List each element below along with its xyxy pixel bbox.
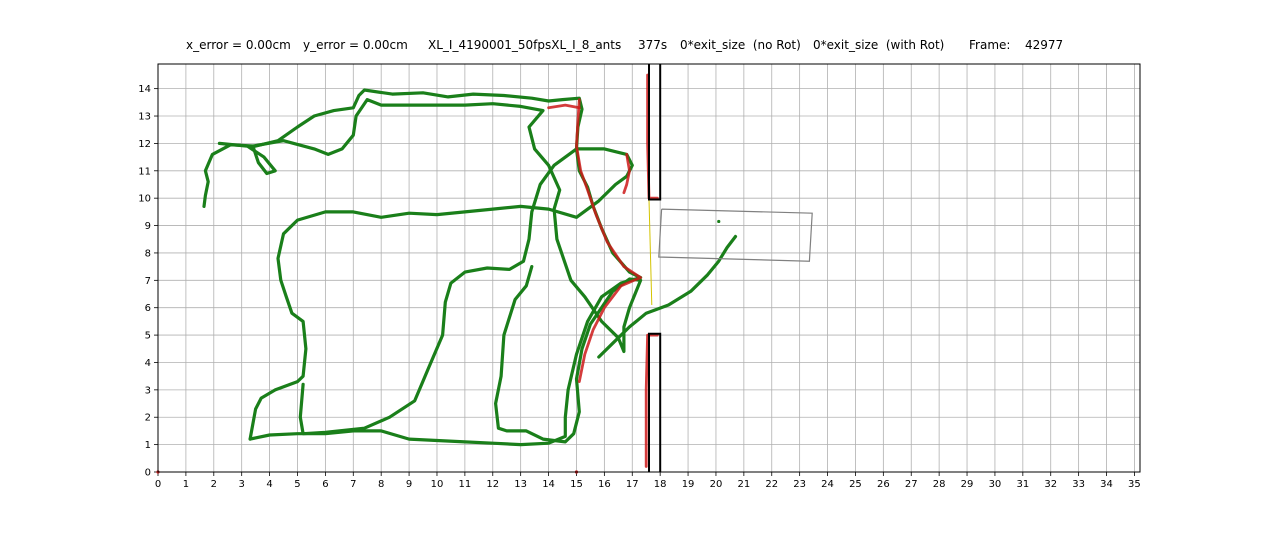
connector-line bbox=[648, 199, 653, 305]
isolated-point bbox=[717, 219, 721, 224]
y-error-text: y_error = 0.00cm bbox=[303, 38, 408, 52]
x-tick-label: 26 bbox=[877, 479, 890, 490]
x-tick-label: 2 bbox=[211, 479, 217, 490]
load-box bbox=[658, 208, 813, 262]
x-tick-label: 33 bbox=[1072, 479, 1085, 490]
y-tick-label: 2 bbox=[145, 413, 151, 424]
trajectory-line bbox=[597, 234, 738, 359]
exit-size-no-rot: 0*exit_size (no Rot) bbox=[680, 38, 801, 52]
y-tick-label: 11 bbox=[138, 166, 151, 177]
highlight-line bbox=[622, 152, 631, 195]
x-tick-label: 23 bbox=[793, 479, 806, 490]
y-tick-label: 4 bbox=[145, 358, 151, 369]
x-tick-label: 17 bbox=[626, 479, 639, 490]
x-tick-label: 30 bbox=[989, 479, 1002, 490]
highlight-line bbox=[575, 98, 642, 384]
y-tick-label: 7 bbox=[145, 276, 151, 287]
x-error-text: x_error = 0.00cm bbox=[186, 38, 291, 52]
x-tick-label: 34 bbox=[1100, 479, 1113, 490]
x-tick-label: 10 bbox=[431, 479, 444, 490]
x-tick-label: 16 bbox=[598, 479, 611, 490]
highlight-line bbox=[547, 103, 581, 110]
x-tick-label: 25 bbox=[849, 479, 862, 490]
exit-wall bbox=[648, 64, 662, 201]
experiment-name: XL_I_4190001_50fpsXL_I_8_ants bbox=[428, 38, 622, 52]
x-axis-ticks: 0 1 2 3 4 5 6 7 8 9 10 11 12 13 14 15 16 17 18 19 20 21 22 23 24… bbox=[155, 472, 1141, 490]
x-tick-label: 28 bbox=[933, 479, 946, 490]
x-tick-label: 11 bbox=[459, 479, 472, 490]
y-tick-label: 5 bbox=[145, 331, 151, 342]
y-tick-label: 6 bbox=[145, 303, 151, 314]
x-tick-label: 29 bbox=[961, 479, 974, 490]
x-tick-label: 4 bbox=[266, 479, 272, 490]
x-tick-label: 1 bbox=[183, 479, 189, 490]
x-tick-label: 22 bbox=[765, 479, 778, 490]
x-tick-label: 18 bbox=[654, 479, 667, 490]
x-tick-label: 32 bbox=[1044, 479, 1057, 490]
exit-size-with-rot: 0*exit_size (with Rot) bbox=[813, 38, 945, 52]
x-tick-label: 24 bbox=[821, 479, 834, 490]
x-tick-label: 20 bbox=[710, 479, 723, 490]
y-tick-label: 9 bbox=[145, 221, 151, 232]
highlight-line bbox=[644, 333, 659, 468]
y-tick-label: 14 bbox=[138, 84, 151, 95]
x-tick-label: 8 bbox=[378, 479, 384, 490]
y-tick-label: 12 bbox=[138, 139, 151, 150]
y-tick-label: 10 bbox=[138, 194, 151, 205]
elapsed-time: 377s bbox=[638, 38, 668, 52]
y-tick-label: 1 bbox=[145, 440, 151, 451]
x-tick-label: 0 bbox=[155, 479, 161, 490]
x-tick-label: 15 bbox=[570, 479, 583, 490]
y-tick-label: 3 bbox=[145, 385, 151, 396]
trajectory-line bbox=[248, 147, 634, 441]
x-tick-label: 5 bbox=[294, 479, 300, 490]
x-tick-label: 27 bbox=[905, 479, 918, 490]
chart-title: x_error = 0.00cm y_error = 0.00cm XL_I_4… bbox=[0, 38, 1268, 56]
frame-value: 42977 bbox=[1025, 38, 1064, 52]
x-tick-label: 7 bbox=[350, 479, 356, 490]
x-tick-label: 14 bbox=[542, 479, 555, 490]
x-tick-label: 12 bbox=[486, 479, 499, 490]
x-tick-label: 13 bbox=[514, 479, 527, 490]
frame-label: Frame: bbox=[969, 38, 1011, 52]
x-tick-label: 3 bbox=[239, 479, 245, 490]
exit-wall bbox=[648, 332, 662, 472]
chart-marks bbox=[156, 64, 813, 474]
x-tick-label: 9 bbox=[406, 479, 412, 490]
x-tick-label: 19 bbox=[682, 479, 695, 490]
x-tick-label: 6 bbox=[322, 479, 328, 490]
x-tick-label: 21 bbox=[737, 479, 750, 490]
y-tick-label: 8 bbox=[145, 248, 151, 259]
y-tick-label: 0 bbox=[145, 468, 151, 479]
y-tick-label: 13 bbox=[138, 112, 151, 123]
plot-frame bbox=[157, 63, 1141, 473]
trajectory-line bbox=[217, 97, 643, 444]
x-tick-label: 31 bbox=[1016, 479, 1029, 490]
x-tick-label: 35 bbox=[1128, 479, 1141, 490]
